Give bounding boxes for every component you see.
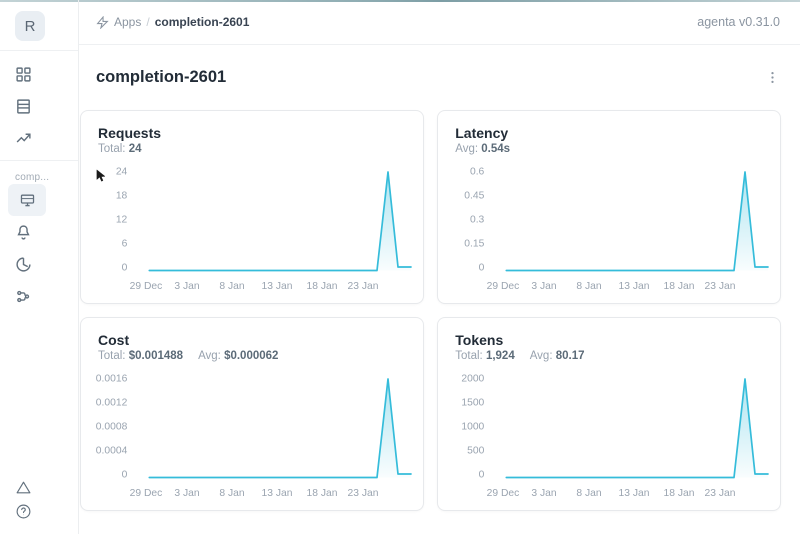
svg-text:2000: 2000 — [462, 374, 485, 385]
svg-text:13 Jan: 13 Jan — [262, 488, 293, 499]
svg-text:29 Dec: 29 Dec — [130, 281, 163, 292]
svg-text:23 Jan: 23 Jan — [348, 281, 379, 292]
svg-text:6: 6 — [122, 238, 128, 249]
svg-text:1000: 1000 — [462, 422, 485, 433]
svg-text:18 Jan: 18 Jan — [664, 488, 695, 499]
svg-text:3 Jan: 3 Jan — [532, 281, 557, 292]
svg-text:8 Jan: 8 Jan — [577, 488, 602, 499]
svg-text:0: 0 — [122, 262, 128, 273]
svg-text:24: 24 — [116, 166, 128, 177]
svg-text:0: 0 — [122, 470, 128, 481]
svg-text:0.45: 0.45 — [465, 190, 485, 201]
svg-text:29 Dec: 29 Dec — [487, 488, 520, 499]
svg-text:0.6: 0.6 — [470, 166, 485, 177]
svg-text:3 Jan: 3 Jan — [532, 488, 557, 499]
svg-text:18 Jan: 18 Jan — [307, 281, 338, 292]
svg-text:13 Jan: 13 Jan — [619, 488, 650, 499]
svg-text:3 Jan: 3 Jan — [174, 281, 199, 292]
svg-text:13 Jan: 13 Jan — [262, 281, 293, 292]
svg-text:23 Jan: 23 Jan — [705, 488, 736, 499]
svg-text:18: 18 — [116, 190, 128, 201]
svg-text:0.0008: 0.0008 — [96, 422, 128, 433]
svg-text:1500: 1500 — [462, 398, 485, 409]
svg-text:0: 0 — [479, 262, 485, 273]
svg-text:8 Jan: 8 Jan — [219, 281, 244, 292]
svg-text:3 Jan: 3 Jan — [174, 488, 199, 499]
svg-text:29 Dec: 29 Dec — [487, 281, 520, 292]
svg-text:18 Jan: 18 Jan — [307, 488, 338, 499]
svg-text:500: 500 — [467, 446, 484, 457]
svg-text:18 Jan: 18 Jan — [664, 281, 695, 292]
svg-text:8 Jan: 8 Jan — [219, 488, 244, 499]
svg-text:0.0004: 0.0004 — [96, 446, 128, 457]
svg-text:13 Jan: 13 Jan — [619, 281, 650, 292]
svg-text:0.0012: 0.0012 — [96, 398, 128, 409]
svg-text:0.0016: 0.0016 — [96, 374, 128, 385]
svg-text:23 Jan: 23 Jan — [348, 488, 379, 499]
svg-text:29 Dec: 29 Dec — [130, 488, 163, 499]
svg-text:8 Jan: 8 Jan — [577, 281, 602, 292]
svg-text:0.3: 0.3 — [470, 214, 485, 225]
svg-text:12: 12 — [116, 214, 128, 225]
svg-text:23 Jan: 23 Jan — [705, 281, 736, 292]
svg-text:0.15: 0.15 — [465, 238, 485, 249]
svg-text:0: 0 — [479, 470, 485, 481]
